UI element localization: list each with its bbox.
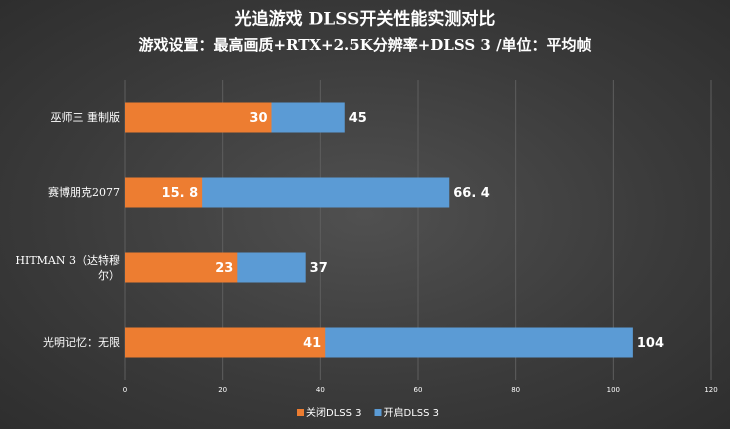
bar [125, 102, 272, 133]
chart-title: 光追游戏 DLSS开关性能实测对比 [234, 9, 496, 30]
data-label: 45 [349, 111, 367, 126]
bar [125, 327, 326, 358]
data-label: 30 [249, 111, 267, 126]
x-tick-label: 100 [607, 386, 620, 394]
legend-label: 关闭DLSS 3 [306, 406, 362, 419]
x-tick-label: 120 [704, 386, 717, 394]
data-label: 66. 4 [453, 186, 490, 201]
y-tick-label: HITMAN 3（达特穆尔） [15, 253, 120, 282]
data-label: 15. 8 [162, 186, 199, 201]
data-label: 41 [303, 336, 321, 351]
x-tick-label: 20 [218, 386, 227, 394]
y-tick-label: 巫师三 重制版 [50, 111, 121, 124]
x-tick-label: 60 [414, 386, 423, 394]
x-tick-label: 40 [316, 386, 325, 394]
bar [125, 177, 203, 208]
data-label: 104 [637, 336, 664, 351]
legend-swatch [374, 409, 382, 416]
legend-swatch [297, 409, 304, 416]
data-label: 23 [215, 261, 233, 276]
bar [125, 252, 238, 283]
y-tick-label: 光明记忆：无限 [43, 336, 120, 349]
x-tick-label: 0 [123, 386, 127, 394]
x-tick-label: 80 [511, 386, 520, 394]
legend-label: 开启DLSS 3 [384, 406, 440, 419]
chart-subtitle: 游戏设置：最高画质+RTX+2.5K分辨率+DLSS 3 /单位：平均帧 [138, 36, 591, 54]
y-tick-label: 赛博朋克2077 [48, 186, 120, 199]
data-label: 37 [310, 261, 328, 276]
